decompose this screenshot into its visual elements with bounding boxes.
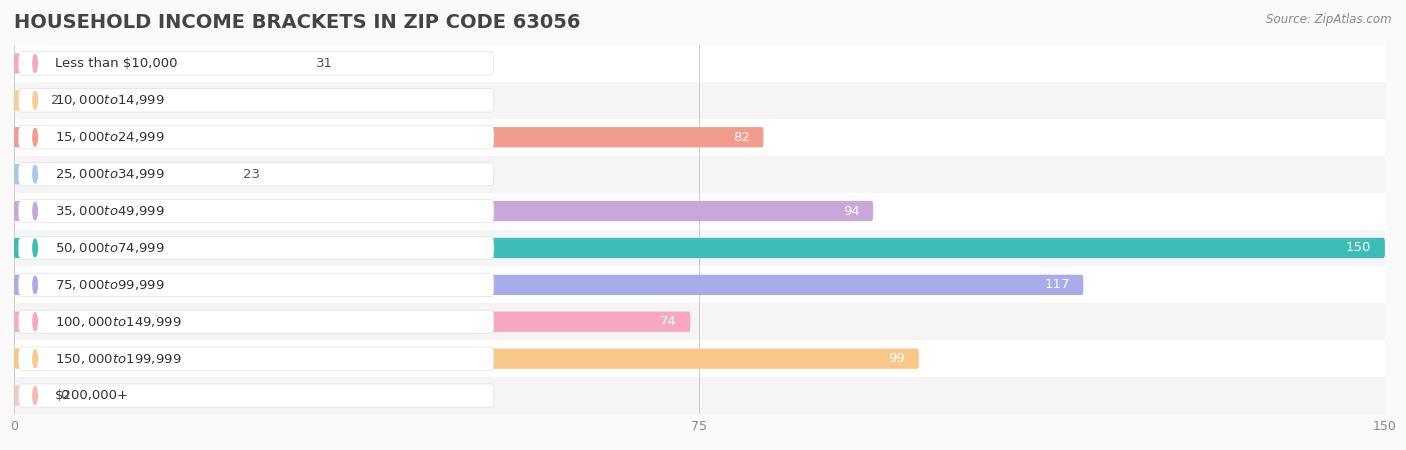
Circle shape: [32, 202, 38, 220]
FancyBboxPatch shape: [18, 126, 494, 149]
Text: $35,000 to $49,999: $35,000 to $49,999: [55, 204, 165, 218]
FancyBboxPatch shape: [18, 236, 494, 260]
FancyBboxPatch shape: [18, 347, 494, 370]
Text: 82: 82: [733, 131, 749, 144]
Text: 23: 23: [243, 168, 260, 180]
Bar: [14, 377, 1385, 414]
Bar: [14, 340, 1385, 377]
Text: 74: 74: [659, 315, 676, 328]
Bar: [14, 45, 1385, 82]
Circle shape: [32, 165, 38, 183]
Bar: [14, 82, 1385, 119]
FancyBboxPatch shape: [18, 310, 494, 333]
FancyBboxPatch shape: [18, 273, 494, 297]
Text: HOUSEHOLD INCOME BRACKETS IN ZIP CODE 63056: HOUSEHOLD INCOME BRACKETS IN ZIP CODE 63…: [14, 14, 581, 32]
Bar: [14, 230, 1385, 266]
Circle shape: [32, 239, 38, 257]
Text: $200,000+: $200,000+: [55, 389, 129, 402]
Text: $15,000 to $24,999: $15,000 to $24,999: [55, 130, 165, 144]
Bar: [14, 193, 1385, 230]
Bar: [14, 119, 1385, 156]
FancyBboxPatch shape: [14, 90, 32, 111]
Circle shape: [32, 387, 38, 405]
FancyBboxPatch shape: [14, 274, 1084, 295]
Bar: [14, 156, 1385, 193]
Circle shape: [32, 276, 38, 294]
FancyBboxPatch shape: [14, 238, 1385, 258]
Text: Less than $10,000: Less than $10,000: [55, 57, 177, 70]
Text: $10,000 to $14,999: $10,000 to $14,999: [55, 93, 165, 108]
FancyBboxPatch shape: [14, 348, 920, 369]
FancyBboxPatch shape: [14, 164, 225, 184]
FancyBboxPatch shape: [14, 311, 690, 332]
Bar: [14, 266, 1385, 303]
Bar: [14, 303, 1385, 340]
Text: 117: 117: [1045, 279, 1070, 291]
Text: 2: 2: [51, 94, 59, 107]
FancyBboxPatch shape: [14, 127, 763, 148]
FancyBboxPatch shape: [14, 201, 873, 221]
FancyBboxPatch shape: [18, 89, 494, 112]
FancyBboxPatch shape: [18, 162, 494, 186]
Text: $50,000 to $74,999: $50,000 to $74,999: [55, 241, 165, 255]
FancyBboxPatch shape: [18, 384, 494, 407]
Text: 94: 94: [842, 205, 859, 217]
Text: Source: ZipAtlas.com: Source: ZipAtlas.com: [1267, 14, 1392, 27]
Text: 99: 99: [889, 352, 905, 365]
FancyBboxPatch shape: [18, 52, 494, 75]
Text: 31: 31: [316, 57, 333, 70]
Text: $25,000 to $34,999: $25,000 to $34,999: [55, 167, 165, 181]
Circle shape: [32, 350, 38, 368]
Text: $100,000 to $149,999: $100,000 to $149,999: [55, 315, 181, 329]
FancyBboxPatch shape: [14, 385, 46, 406]
Circle shape: [32, 91, 38, 109]
FancyBboxPatch shape: [14, 53, 298, 74]
Text: 0: 0: [60, 389, 67, 402]
FancyBboxPatch shape: [18, 199, 494, 223]
Text: $75,000 to $99,999: $75,000 to $99,999: [55, 278, 165, 292]
Text: 150: 150: [1346, 242, 1371, 254]
Circle shape: [32, 128, 38, 146]
Circle shape: [32, 54, 38, 72]
Text: $150,000 to $199,999: $150,000 to $199,999: [55, 351, 181, 366]
Circle shape: [32, 313, 38, 331]
